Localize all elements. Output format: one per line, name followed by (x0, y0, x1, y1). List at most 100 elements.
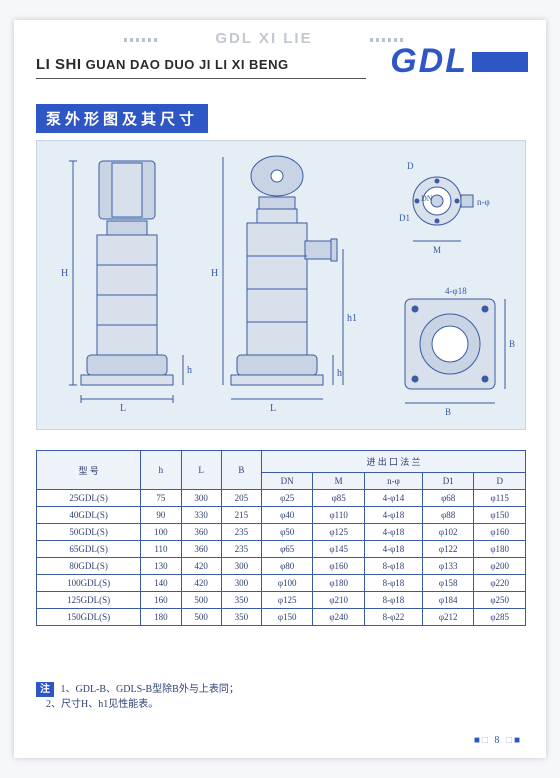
table-cell: 65GDL(S) (37, 541, 141, 558)
table-cell: 80GDL(S) (37, 558, 141, 575)
table-row: 125GDL(S)160500350φ125φ2108-φ18φ184φ250 (37, 592, 526, 609)
flange-top-view: n-φ M D D1 DN (399, 161, 490, 255)
svg-text:4-φ18: 4-φ18 (445, 286, 467, 296)
table-cell: 360 (181, 524, 221, 541)
th-nphi: n-φ (364, 473, 422, 490)
table-cell: 330 (181, 507, 221, 524)
table-cell: 4-φ18 (364, 507, 422, 524)
table-cell: 160 (141, 592, 181, 609)
table-cell: φ250 (474, 592, 526, 609)
brand-logo-text: GDL (390, 42, 468, 81)
table-cell: 150GDL(S) (37, 609, 141, 626)
table-cell: 8-φ18 (364, 575, 422, 592)
table-cell: 90 (141, 507, 181, 524)
th-h: h (141, 451, 181, 490)
svg-text:H: H (211, 268, 218, 279)
svg-text:B: B (509, 339, 515, 349)
table-cell: 205 (221, 490, 261, 507)
subtitle-rest: GUAN DAO DUO JI LI XI BENG (86, 57, 289, 72)
svg-text:M: M (433, 245, 441, 255)
table-cell: φ212 (422, 609, 474, 626)
table-row: 80GDL(S)130420300φ80φ1608-φ18φ133φ200 (37, 558, 526, 575)
table-cell: φ184 (422, 592, 474, 609)
footnote: 注 1、GDL-B、GDLS-B型除B外与上表同； 2、尺寸H、h1见性能表。 (36, 682, 239, 712)
table-row: 150GDL(S)180500350φ150φ2408-φ22φ212φ285 (37, 609, 526, 626)
table-cell: 420 (181, 575, 221, 592)
svg-text:H: H (61, 268, 68, 279)
footnote-line1: 1、GDL-B、GDLS-B型除B外与上表同； (61, 684, 239, 695)
table-cell: 235 (221, 524, 261, 541)
table-cell: φ85 (313, 490, 365, 507)
pump-side-view: H h1 h L (211, 156, 357, 414)
table-cell: 350 (221, 592, 261, 609)
table-cell: 215 (221, 507, 261, 524)
th-L: L (181, 451, 221, 490)
th-flange-group: 进 出 口 法 兰 (261, 451, 525, 473)
th-model: 型 号 (37, 451, 141, 490)
table-cell: φ25 (261, 490, 313, 507)
table-cell: φ122 (422, 541, 474, 558)
pump-outline-diagram: H h L (36, 140, 526, 430)
table-cell: 235 (221, 541, 261, 558)
table-cell: φ180 (474, 541, 526, 558)
th-M: M (313, 473, 365, 490)
svg-text:L: L (120, 403, 126, 414)
svg-text:DN: DN (421, 194, 433, 203)
table-cell: 8-φ22 (364, 609, 422, 626)
table-cell: φ158 (422, 575, 474, 592)
brand-color-box (472, 52, 528, 72)
table-cell: 4-φ18 (364, 541, 422, 558)
table-cell: 100GDL(S) (37, 575, 141, 592)
table-cell: φ150 (261, 609, 313, 626)
table-cell: 40GDL(S) (37, 507, 141, 524)
svg-text:D1: D1 (399, 213, 410, 223)
table-cell: φ102 (422, 524, 474, 541)
note-badge: 注 (36, 682, 54, 697)
table-cell: 360 (181, 541, 221, 558)
page: GDL XI LIE GDL LI SHI GUAN DAO DUO JI LI… (14, 20, 546, 758)
table-cell: 350 (221, 609, 261, 626)
table-cell: 420 (181, 558, 221, 575)
table-cell: φ210 (313, 592, 365, 609)
svg-text:D: D (407, 161, 414, 171)
svg-text:B: B (445, 407, 451, 417)
table-row: 25GDL(S)75300205φ25φ854-φ14φ68φ115 (37, 490, 526, 507)
subtitle: LI SHI GUAN DAO DUO JI LI XI BENG (36, 56, 289, 73)
table-cell: 500 (181, 609, 221, 626)
table-cell: 8-φ18 (364, 558, 422, 575)
table-cell: φ110 (313, 507, 365, 524)
table: 型 号 h L B 进 出 口 法 兰 DN M n-φ D1 D 25GDL(… (36, 450, 526, 626)
table-cell: φ80 (261, 558, 313, 575)
table-cell: 110 (141, 541, 181, 558)
table-cell: 4-φ14 (364, 490, 422, 507)
table-cell: 8-φ18 (364, 592, 422, 609)
table-row: 40GDL(S)90330215φ40φ1104-φ18φ88φ150 (37, 507, 526, 524)
table-cell: φ125 (261, 592, 313, 609)
table-cell: φ125 (313, 524, 365, 541)
th-DN: DN (261, 473, 313, 490)
th-D: D (474, 473, 526, 490)
table-cell: φ160 (313, 558, 365, 575)
table-row: 100GDL(S)140420300φ100φ1808-φ18φ158φ220 (37, 575, 526, 592)
table-cell: φ40 (261, 507, 313, 524)
series-label: GDL XI LIE (164, 30, 364, 47)
table-cell: 500 (181, 592, 221, 609)
th-B: B (221, 451, 261, 490)
brand-block: GDL (390, 42, 528, 81)
table-cell: φ100 (261, 575, 313, 592)
table-cell: 300 (221, 558, 261, 575)
svg-text:h: h (187, 365, 192, 376)
table-header-row-1: 型 号 h L B 进 出 口 法 兰 (37, 451, 526, 473)
table-cell: φ150 (474, 507, 526, 524)
page-number-value: 8 (494, 735, 501, 746)
svg-text:h: h (337, 368, 342, 379)
table-cell: φ68 (422, 490, 474, 507)
table-cell: 300 (221, 575, 261, 592)
table-cell: φ65 (261, 541, 313, 558)
table-cell: φ115 (474, 490, 526, 507)
table-cell: φ180 (313, 575, 365, 592)
table-cell: φ145 (313, 541, 365, 558)
table-cell: φ285 (474, 609, 526, 626)
table-cell: φ160 (474, 524, 526, 541)
diagram-svg: H h L (37, 141, 527, 431)
